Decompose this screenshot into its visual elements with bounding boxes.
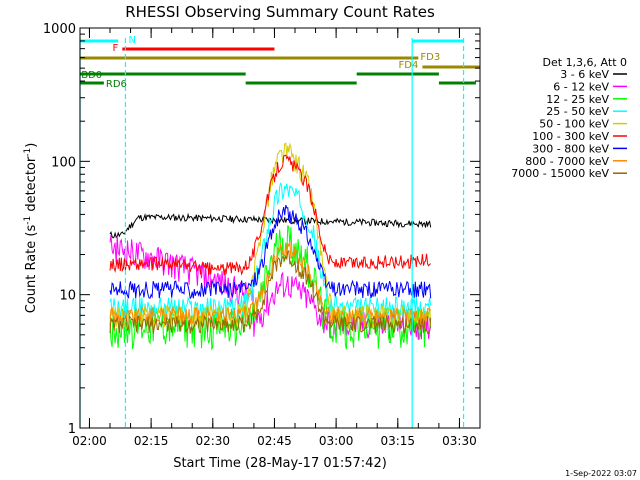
legend-entry-label: 50 - 100 keV (539, 118, 609, 131)
series-line (109, 225, 432, 351)
series-line (109, 204, 432, 300)
x-axis-label: Start Time (28-May-17 01:57:42) (173, 456, 387, 471)
x-tick-label: 03:00 (319, 434, 354, 448)
state-bar-label: N (129, 35, 136, 46)
legend-entry-label: 7000 - 15000 keV (511, 167, 609, 180)
x-tick-label: 02:30 (195, 434, 230, 448)
series-line (109, 241, 432, 325)
x-tick-label: 03:30 (442, 434, 477, 448)
state-bar-label: FD3 (420, 52, 440, 63)
legend-entry-label: 6 - 12 keV (553, 80, 609, 93)
x-tick-label: 02:45 (257, 434, 292, 448)
legend-entry-label: 300 - 800 keV (532, 142, 609, 155)
x-tick-label: 03:15 (380, 434, 415, 448)
legend-entry-label: 3 - 6 keV (560, 68, 609, 81)
state-bar-label: BD0 (81, 70, 102, 81)
y-axis: 1 10 100 1000 (43, 22, 480, 437)
legend-entry-label: 100 - 300 keV (532, 130, 609, 143)
legend-entry-label: 800 - 7000 keV (525, 155, 609, 168)
x-tick-label: 02:15 (134, 434, 169, 448)
plot-frame (79, 27, 481, 429)
legend-header: Det 1,3,6, Att 0 (543, 56, 627, 69)
series-line (109, 234, 432, 341)
series-line (109, 212, 432, 239)
x-axis: 02:00 02:15 02:30 02:45 03:00 03:15 03:30 (72, 28, 481, 448)
state-bar-label: F (112, 43, 118, 54)
y-tick-label: 10 (59, 289, 76, 304)
legend-entry-label: 12 - 25 keV (546, 93, 609, 106)
y-axis-label: Count Rate (s-1 detector-1) (23, 143, 39, 314)
series-line (109, 249, 432, 335)
legend-entry-label: 25 - 50 keV (546, 105, 609, 118)
series-line (109, 182, 432, 322)
chart-title: RHESSI Observing Summary Count Rates (125, 3, 435, 21)
series-line (109, 154, 431, 276)
y-tick-label: 100 (51, 155, 76, 170)
x-tick-label: 02:00 (72, 434, 107, 448)
y-tick-label: 1000 (43, 22, 76, 37)
footer-timestamp: 1-Sep-2022 03:07 (565, 469, 637, 478)
data-series (109, 142, 432, 351)
y-tick-label: 1 (68, 422, 76, 437)
state-bar-label: FD4 (399, 60, 419, 71)
state-bar-label: RD6 (106, 79, 127, 90)
